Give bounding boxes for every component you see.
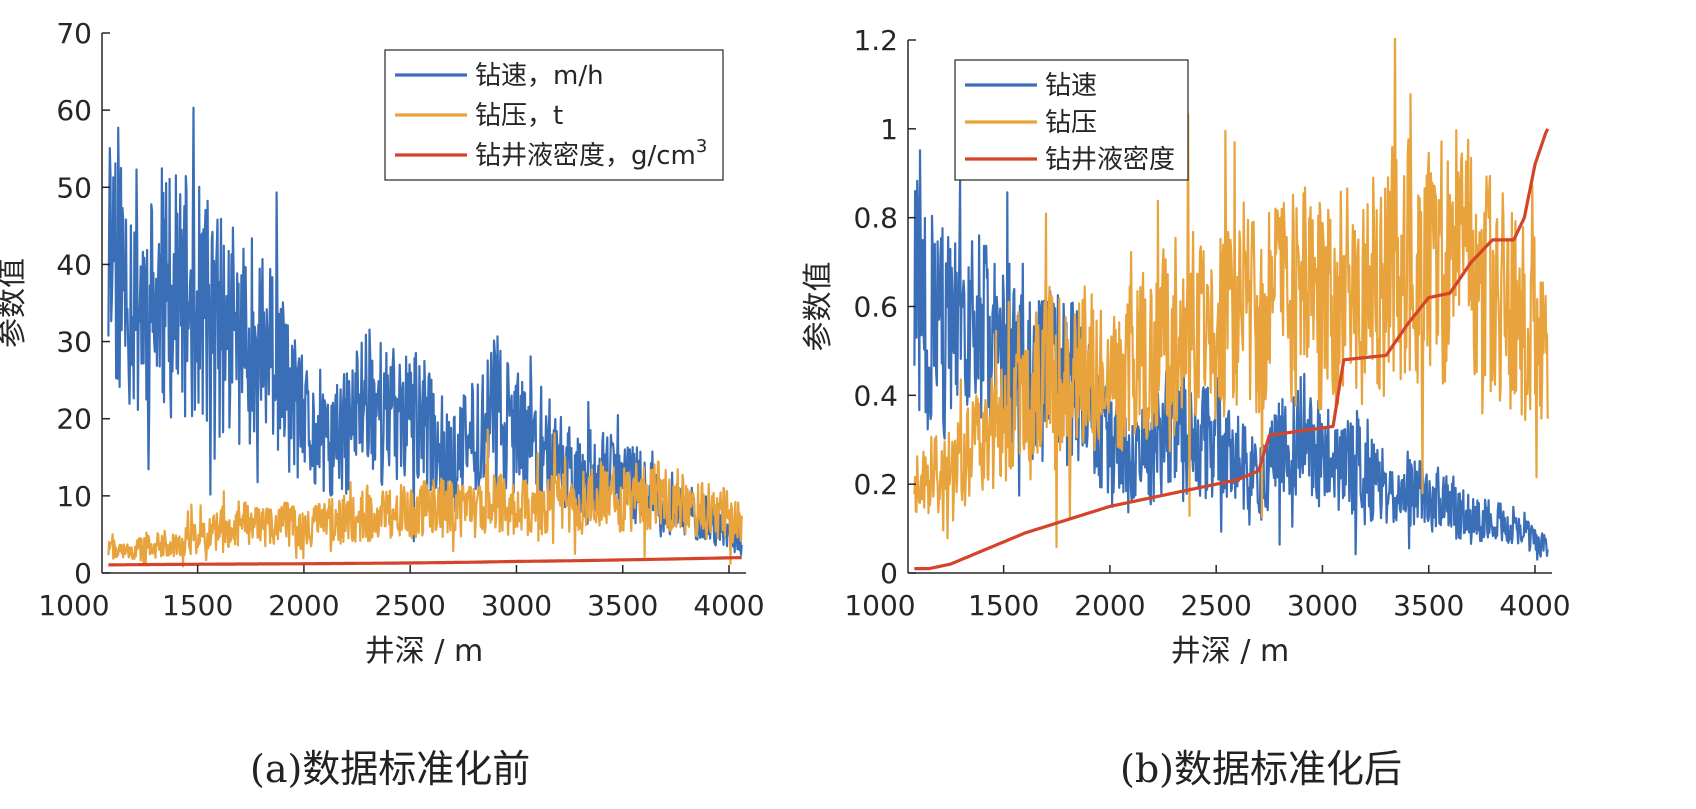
legend-label-1: 钻速，m/h (475, 61, 604, 91)
x-axis-label: 井深 / m (1171, 634, 1289, 669)
y-tick-label: 0 (74, 557, 92, 590)
chart-panel-b: 1000 1500 2000 2500 3000 3500 4000 0 0.2 0.4 0.6 0.… (801, 24, 1571, 669)
caption-a: (a)数据标准化前 (250, 747, 531, 791)
legend-label-2: 钻压，t (475, 101, 563, 131)
y-tick-label: 10 (56, 480, 92, 513)
y-tick-label: 0.8 (853, 202, 898, 235)
x-tick-label: 2500 (1181, 589, 1252, 622)
y-tick-label: 40 (56, 248, 92, 281)
series-line-3 (913, 128, 1550, 571)
x-tick-label: 2000 (268, 589, 339, 622)
x-tick-label: 1000 (844, 589, 915, 622)
x-tick-label: 3500 (1393, 589, 1464, 622)
x-tick-label: 1000 (38, 589, 109, 622)
legend-label-3: 钻井液密度，g/cm3 (475, 136, 707, 171)
y-axis-label: 参数值 (0, 258, 30, 348)
y-tick-label: 0 (880, 557, 898, 590)
y-tick-label: 1 (880, 113, 898, 146)
legend-label-2: 钻压 (1045, 108, 1097, 138)
y-tick-label: 0.2 (853, 468, 898, 501)
legend-label-1: 钻速 (1045, 71, 1097, 101)
series-line-3 (107, 556, 743, 567)
legend-superscript: 3 (696, 136, 707, 157)
chart-panel-a: 1000 1500 2000 2500 3000 3500 4000 0 10 20 30 40 50 6… (0, 17, 765, 669)
y-tick-label: 70 (56, 17, 92, 50)
y-tick-label: 60 (56, 94, 92, 127)
series-line-2 (107, 428, 743, 568)
series-line-1 (913, 149, 1549, 561)
caption-b: (b)数据标准化后 (1120, 747, 1402, 791)
series-line-2 (913, 38, 1549, 548)
plot-area (913, 38, 1550, 571)
y-tick-label: 30 (56, 326, 92, 359)
y-tick-label: 20 (56, 403, 92, 436)
x-tick-label: 1500 (162, 589, 233, 622)
x-tick-label: 2000 (1074, 589, 1145, 622)
x-tick-label: 3500 (587, 589, 658, 622)
plot-area (107, 106, 743, 568)
legend: 钻速，m/h 钻压，t 钻井液密度，g/cm3 (384, 49, 724, 181)
y-tick-label: 1.2 (853, 24, 898, 57)
y-tick-label: 0.6 (853, 291, 898, 324)
series-line-1 (107, 106, 743, 556)
x-tick-label: 1500 (968, 589, 1039, 622)
y-tick-label: 50 (56, 171, 92, 204)
x-axis-label: 井深 / m (365, 634, 483, 669)
legend-label-3: 钻井液密度 (1045, 145, 1175, 175)
y-tick-label: 0.4 (853, 379, 898, 412)
x-tick-label: 4000 (1499, 589, 1570, 622)
x-tick-label: 3000 (1287, 589, 1358, 622)
y-axis-label: 参数值 (801, 262, 836, 352)
x-tick-label: 2500 (375, 589, 446, 622)
x-tick-label: 4000 (693, 589, 764, 622)
x-tick-label: 3000 (481, 589, 552, 622)
